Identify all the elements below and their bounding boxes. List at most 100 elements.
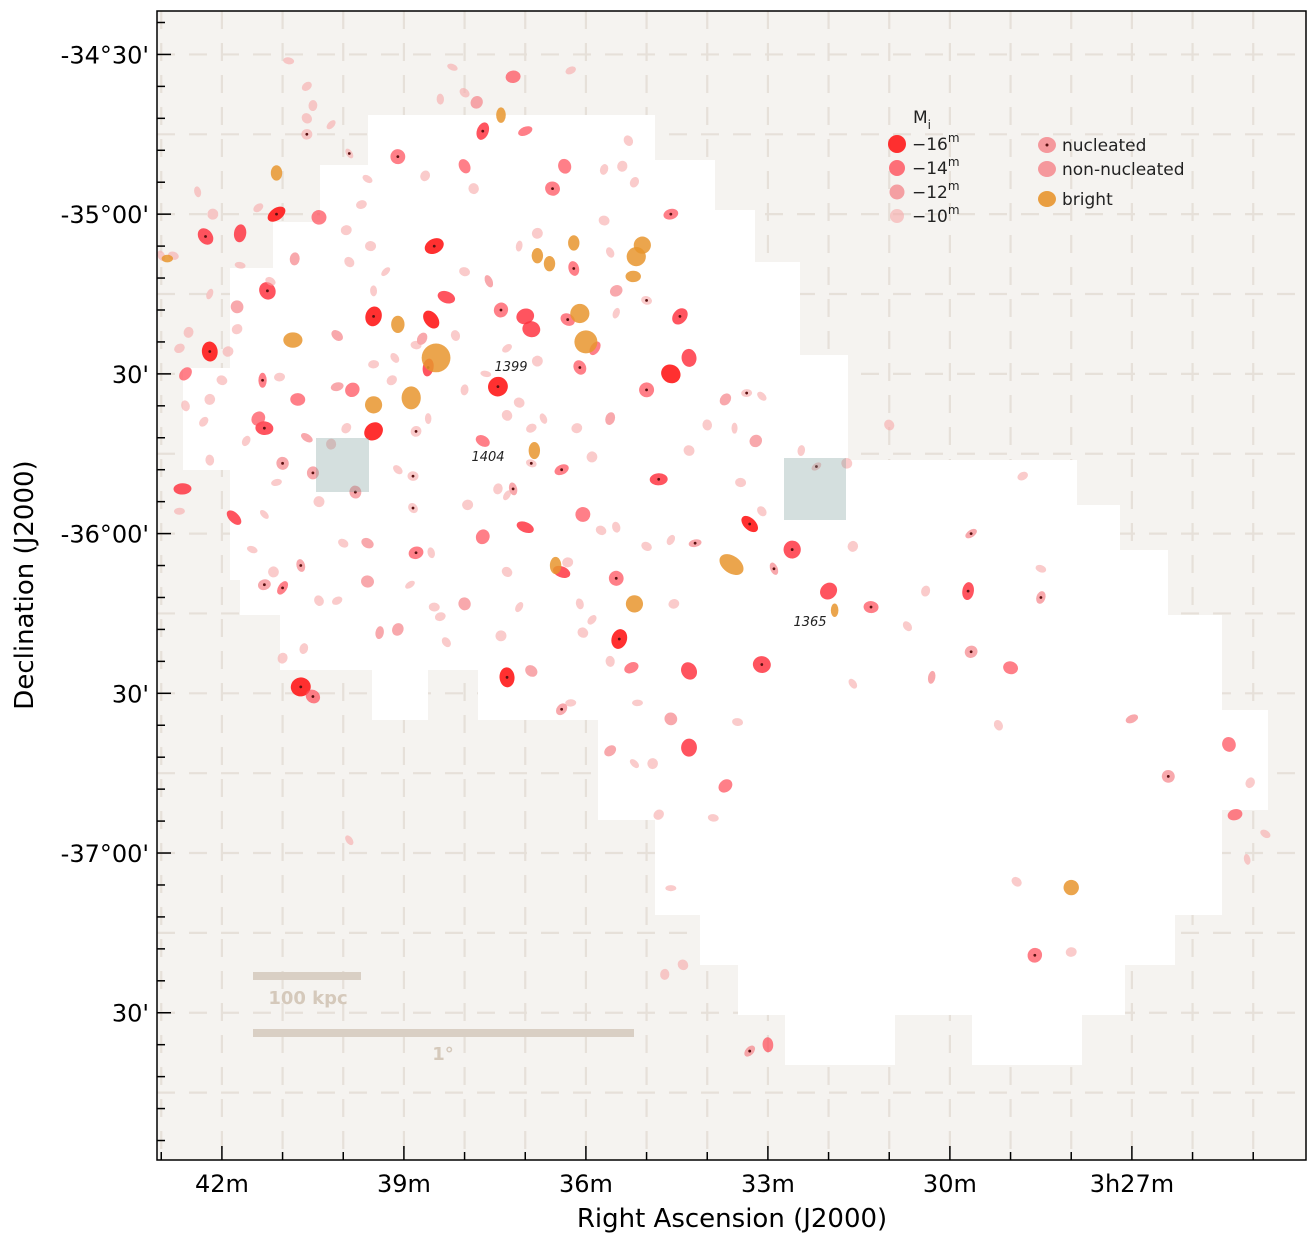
nucleus-dot [966, 589, 970, 593]
y-tick-label: -36°00' [61, 521, 149, 549]
annotation-1365: 1365 [793, 615, 826, 630]
nucleus-dot [347, 152, 351, 155]
non-nucleated-galaxy-marker [629, 176, 640, 188]
non-nucleated-galaxy-marker [847, 540, 859, 552]
non-nucleated-galaxy-marker [604, 745, 617, 757]
non-nucleated-galaxy-marker [732, 718, 744, 727]
non-nucleated-galaxy-marker [660, 968, 670, 980]
non-nucleated-galaxy-marker [1260, 829, 1271, 839]
highlight-box-west [316, 438, 369, 492]
non-nucleated-galaxy-marker [340, 225, 352, 236]
nucleus-dot [496, 385, 500, 389]
non-nucleated-galaxy-marker [612, 307, 620, 319]
non-nucleated-galaxy-marker [595, 525, 607, 536]
nucleus-dot [372, 314, 375, 318]
nucleus-dot [657, 477, 661, 481]
non-nucleated-galaxy-marker [311, 210, 327, 225]
non-nucleated-galaxy-marker [356, 200, 367, 209]
nucleus-dot [869, 605, 873, 609]
non-nucleated-galaxy-marker [271, 478, 282, 487]
survey-footprint [183, 115, 1268, 1065]
non-nucleated-galaxy-marker [718, 779, 733, 793]
nucleus-dot [204, 235, 207, 238]
bright-galaxy-marker [270, 165, 283, 181]
legend-size-entries: −16m−14m−12m−10m [888, 131, 960, 227]
non-nucleated-galaxy-marker [484, 275, 494, 288]
non-nucleated-galaxy-marker [502, 344, 512, 353]
non-nucleated-galaxy-marker [665, 885, 677, 892]
nucleus-dot [208, 350, 212, 353]
legend-size-label: −10m [912, 203, 960, 227]
non-nucleated-galaxy-marker [586, 451, 598, 463]
nucleus-dot [261, 378, 264, 382]
non-nucleated-galaxy-marker [762, 1037, 774, 1053]
legend-title: Mi [913, 108, 931, 132]
non-nucleated-galaxy-marker [447, 63, 458, 71]
nucleus-dot [505, 675, 509, 679]
non-nucleated-galaxy-marker [605, 412, 616, 425]
non-nucleated-galaxy-marker [460, 384, 469, 396]
non-nucleated-galaxy-marker [749, 434, 763, 448]
axes: 42m 39m 36m 33m 30m 3h27m -34°30' -35°00' 30' -36… [61, 21, 1254, 1198]
non-nucleated-galaxy-marker [274, 372, 286, 382]
non-nucleated-galaxy-marker [681, 738, 697, 757]
non-nucleated-galaxy-marker [1245, 777, 1255, 789]
nucleus-dot [1039, 596, 1043, 599]
x-tick-label: 3h27m [1090, 1170, 1174, 1198]
nucleus-dot [578, 366, 582, 369]
non-nucleated-galaxy-marker [393, 465, 403, 475]
nucleus-dot [1166, 774, 1170, 778]
non-nucleated-galaxy-marker [246, 545, 258, 554]
nucleus-dot [669, 212, 673, 216]
non-nucleated-galaxy-marker [531, 227, 543, 239]
non-nucleated-galaxy-marker [681, 662, 698, 680]
non-nucleated-galaxy-marker [392, 623, 404, 636]
nucleus-dot [414, 551, 418, 555]
nucleus-dot [645, 388, 648, 392]
non-nucleated-galaxy-marker [265, 276, 276, 286]
non-nucleated-galaxy-marker [222, 346, 234, 357]
non-nucleated-galaxy-marker [301, 433, 313, 443]
non-nucleated-galaxy-marker [361, 575, 374, 588]
non-nucleated-galaxy-marker [623, 135, 634, 146]
non-nucleated-galaxy-marker [617, 160, 628, 172]
highlight-box-east [784, 458, 846, 520]
bright-galaxy-marker [574, 330, 598, 354]
non-nucleated-galaxy-marker [420, 170, 431, 182]
non-nucleated-galaxy-marker [368, 360, 380, 369]
non-nucleated-galaxy-marker [513, 397, 525, 408]
nucleus-dot [353, 490, 357, 494]
bright-galaxy-marker [161, 254, 174, 263]
non-nucleated-galaxy-marker [390, 352, 400, 363]
scale-bar-100kpc [253, 972, 361, 980]
non-nucleated-galaxy-marker [505, 70, 521, 84]
non-nucleated-galaxy-marker [183, 326, 194, 338]
non-nucleated-galaxy-marker [493, 483, 503, 495]
non-nucleated-galaxy-marker [216, 375, 228, 386]
non-nucleated-galaxy-marker [338, 538, 349, 548]
non-nucleated-galaxy-marker [1222, 737, 1236, 752]
non-nucleated-galaxy-marker [424, 413, 432, 425]
non-nucleated-galaxy-marker [301, 81, 312, 91]
legend-type-marker [1038, 191, 1056, 207]
nucleus-dot [1045, 143, 1049, 147]
non-nucleated-galaxy-marker [173, 507, 185, 515]
nucleus-dot [748, 522, 752, 526]
y-axis-title: Declination (J2000) [10, 460, 40, 709]
non-nucleated-galaxy-marker [516, 308, 535, 325]
non-nucleated-galaxy-marker [174, 343, 185, 354]
nucleus-dot [499, 308, 503, 312]
nucleus-dot [311, 471, 315, 475]
non-nucleated-galaxy-marker [207, 208, 219, 220]
nucleus-dot [645, 299, 648, 302]
non-nucleated-galaxy-marker [575, 598, 584, 610]
non-nucleated-galaxy-marker [501, 566, 513, 577]
nucleus-dot [411, 506, 415, 510]
non-nucleated-galaxy-marker [289, 252, 300, 266]
non-nucleated-galaxy-marker [194, 186, 202, 198]
non-nucleated-galaxy-marker [241, 435, 251, 447]
non-nucleated-galaxy-marker [475, 435, 490, 447]
non-nucleated-galaxy-marker [434, 612, 446, 622]
nucleus-dot [262, 583, 266, 587]
non-nucleated-galaxy-marker [1035, 564, 1047, 573]
